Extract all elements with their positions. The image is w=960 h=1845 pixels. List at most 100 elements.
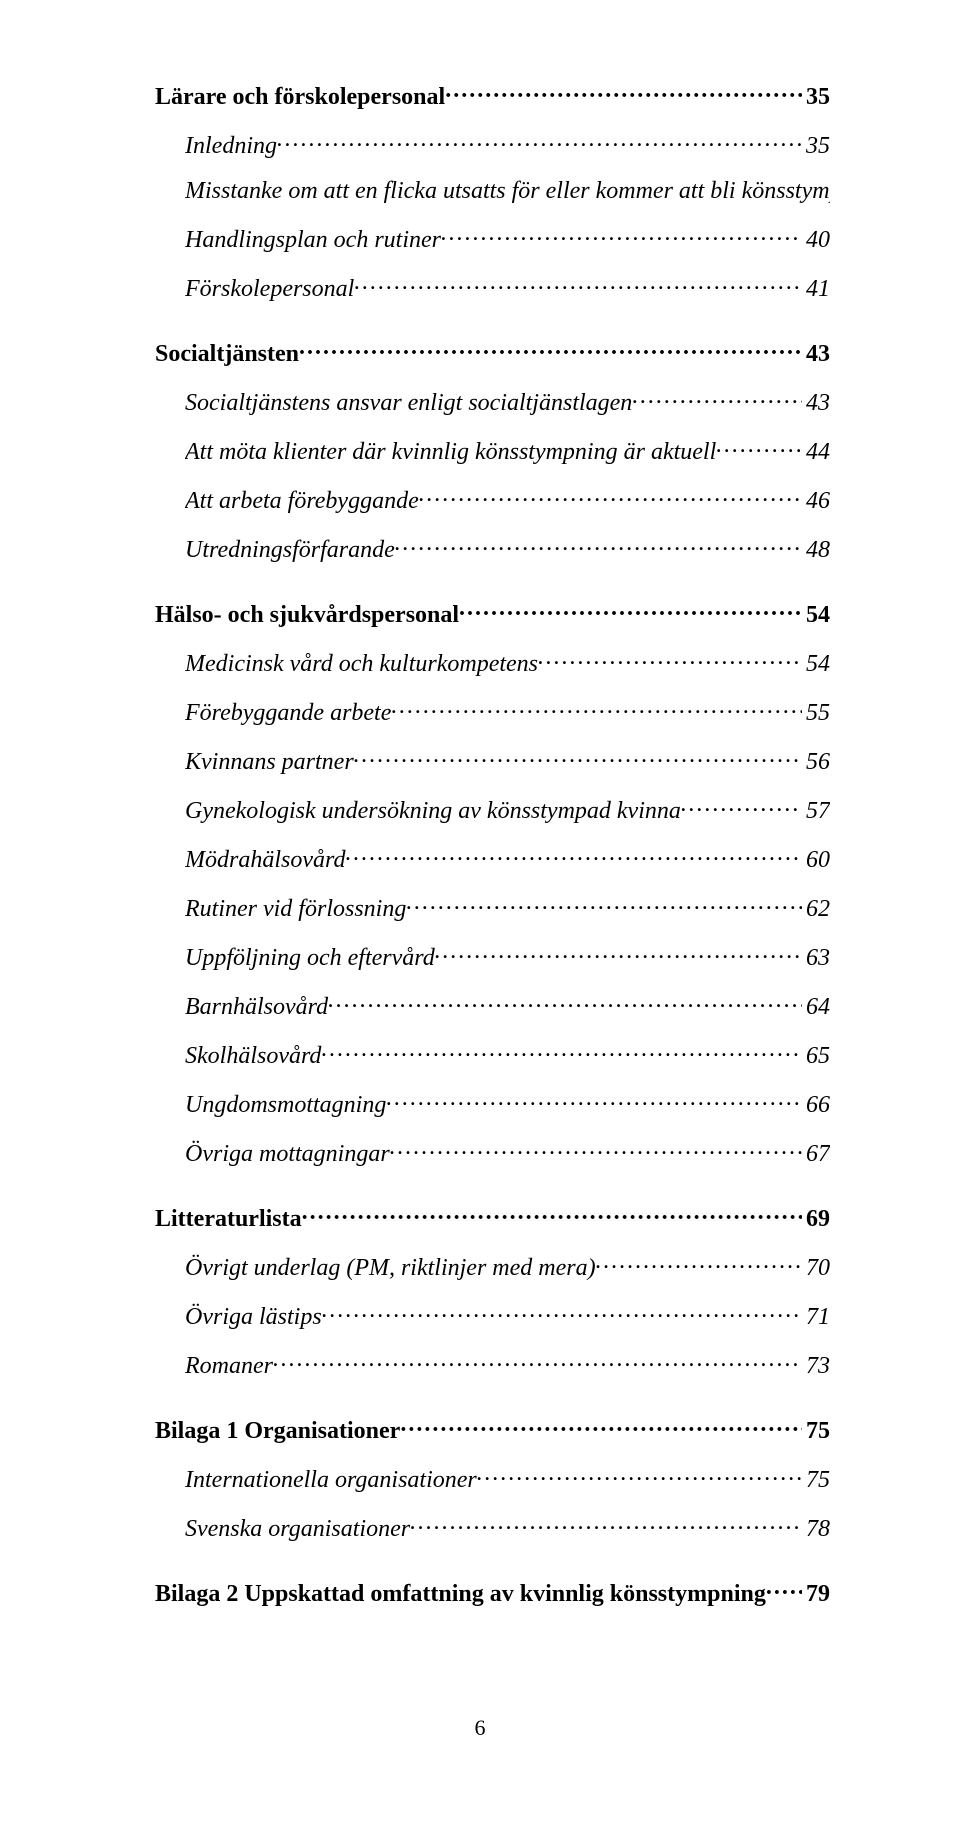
toc-row: Handlingsplan och rutiner40 [185, 223, 830, 254]
toc-entry-label: Romaner [185, 1353, 273, 1380]
toc-entry-page: 56 [802, 749, 830, 776]
toc-leader-dots [400, 1414, 802, 1438]
toc-entry-label: Skolhälsovård [185, 1043, 321, 1070]
toc-entry-label: Ungdomsmottagning [185, 1092, 386, 1119]
toc-row: Övriga lästips 71 [185, 1300, 830, 1331]
toc-leader-dots [716, 435, 802, 459]
toc-entry-label: Svenska organisationer [185, 1516, 410, 1543]
toc-entry-label: Övrigt underlag (PM, riktlinjer med mera… [185, 1255, 596, 1282]
toc-entry-page: 43 [802, 341, 830, 368]
toc-entry-label: Medicinsk vård och kulturkompetens [185, 651, 538, 678]
toc-entry-label: Förskolepersonal [185, 276, 354, 303]
toc-leader-dots [596, 1251, 802, 1275]
toc-entry-label: Att arbeta förebyggande [185, 488, 419, 515]
toc-leader-dots [395, 533, 802, 557]
toc-row: Medicinsk vård och kulturkompetens 54 [185, 647, 830, 678]
toc-entry-label: Lärare och förskolepersonal [155, 84, 445, 111]
toc-entry-label: Att möta klienter där kvinnlig könsstymp… [185, 439, 716, 466]
toc-entry-page: 63 [802, 945, 830, 972]
toc-leader-dots [632, 386, 802, 410]
toc-row: Övriga mottagningar 67 [185, 1137, 830, 1168]
toc-row: Misstanke om att en flicka utsatts för e… [185, 178, 830, 205]
toc-leader-dots [406, 892, 802, 916]
toc-entry-page: 67 [802, 1141, 830, 1168]
toc-row: Internationella organisationer 75 [185, 1463, 830, 1494]
toc-entry-label: Socialtjänsten [155, 341, 299, 368]
toc-row: Barnhälsovård 64 [185, 990, 830, 1021]
toc-entry-label: Övriga mottagningar [185, 1141, 390, 1168]
toc-entry-page: 71 [802, 1304, 830, 1331]
toc-leader-dots [419, 484, 802, 508]
toc-leader-dots [435, 941, 802, 965]
toc-entry-label: Mödrahälsovård [185, 847, 345, 874]
toc-leader-dots [391, 696, 802, 720]
toc-entry-page: 55 [802, 700, 830, 727]
toc-leader-dots [328, 990, 802, 1014]
toc-leader-dots [345, 843, 802, 867]
toc-leader-dots [299, 337, 802, 361]
toc-leader-dots [302, 1202, 802, 1226]
toc-entry-label: Bilaga 2 Uppskattad omfattning av kvinnl… [155, 1581, 766, 1608]
toc-entry-page: 48 [802, 537, 830, 564]
toc-leader-dots [390, 1137, 802, 1161]
toc-row: Utredningsförfarande 48 [185, 533, 830, 564]
toc-entry-page: 69 [802, 1206, 830, 1233]
toc-entry-label: Övriga lästips [185, 1304, 322, 1331]
toc-row: Mödrahälsovård60 [185, 843, 830, 874]
toc-row: Romaner73 [185, 1349, 830, 1380]
toc-row: Förskolepersonal 41 [185, 272, 830, 303]
toc-entry-page: 64 [802, 994, 830, 1021]
toc-entry-label: Utredningsförfarande [185, 537, 395, 564]
toc-entry-page: 54 [802, 602, 830, 629]
table-of-contents: Lärare och förskolepersonal 35 Inledning 3… [155, 80, 830, 1608]
toc-entry-label: Internationella organisationer [185, 1467, 477, 1494]
toc-entry-page: 78 [802, 1516, 830, 1543]
toc-entry-label: Rutiner vid förlossning [185, 896, 406, 923]
toc-leader-dots [445, 80, 802, 104]
toc-row: Lärare och förskolepersonal 35 [155, 80, 830, 111]
toc-entry-label: Barnhälsovård [185, 994, 328, 1021]
toc-leader-dots [354, 745, 802, 769]
toc-entry-label: Handlingsplan och rutiner [185, 227, 441, 254]
toc-entry-page: 54 [802, 651, 830, 678]
toc-row: Att arbeta förebyggande 46 [185, 484, 830, 515]
toc-entry-label: Hälso- och sjukvårdspersonal [155, 602, 459, 629]
toc-leader-dots [273, 1349, 802, 1373]
toc-entry-page: 57 [802, 798, 830, 825]
toc-leader-dots [386, 1088, 802, 1112]
document-page: Lärare och förskolepersonal 35 Inledning 3… [0, 0, 960, 1845]
toc-entry-page: 35 [802, 84, 830, 111]
toc-leader-dots [277, 129, 802, 153]
toc-entry-page: 75 [802, 1467, 830, 1494]
toc-row: Kvinnans partner 56 [185, 745, 830, 776]
toc-leader-dots [538, 647, 802, 671]
toc-entry-page: 65 [802, 1043, 830, 1070]
toc-row: Bilaga 2 Uppskattad omfattning av kvinnl… [155, 1577, 830, 1608]
toc-entry-page: 41 [802, 276, 830, 303]
toc-entry-label: Förebyggande arbete [185, 700, 391, 727]
toc-entry-page: 44 [802, 439, 830, 466]
toc-leader-dots [681, 794, 802, 818]
toc-entry-page: 66 [802, 1092, 830, 1119]
toc-row: Litteraturlista69 [155, 1202, 830, 1233]
toc-row: Svenska organisationer 78 [185, 1512, 830, 1543]
toc-row: Hälso- och sjukvårdspersonal 54 [155, 598, 830, 629]
toc-row: Bilaga 1 Organisationer 75 [155, 1414, 830, 1445]
toc-row: Socialtjänsten 43 [155, 337, 830, 368]
toc-entry-page: 62 [802, 896, 830, 923]
toc-row: Rutiner vid förlossning 62 [185, 892, 830, 923]
toc-row: Uppföljning och eftervård63 [185, 941, 830, 972]
toc-entry-page: 70 [802, 1255, 830, 1282]
toc-entry-label: Inledning [185, 133, 277, 160]
toc-row: Att möta klienter där kvinnlig könsstymp… [185, 435, 830, 466]
toc-entry-label: Bilaga 1 Organisationer [155, 1418, 400, 1445]
toc-entry-label: Kvinnans partner [185, 749, 354, 776]
toc-entry-page: 46 [802, 488, 830, 515]
toc-leader-dots [410, 1512, 802, 1536]
toc-entry-page: 75 [802, 1418, 830, 1445]
toc-leader-dots [354, 272, 802, 296]
toc-leader-dots [321, 1039, 802, 1063]
toc-entry-page: 43 [802, 390, 830, 417]
toc-row: Gynekologisk undersökning av könsstympad… [185, 794, 830, 825]
toc-entry-label: Misstanke om att en flicka utsatts för e… [185, 178, 830, 205]
